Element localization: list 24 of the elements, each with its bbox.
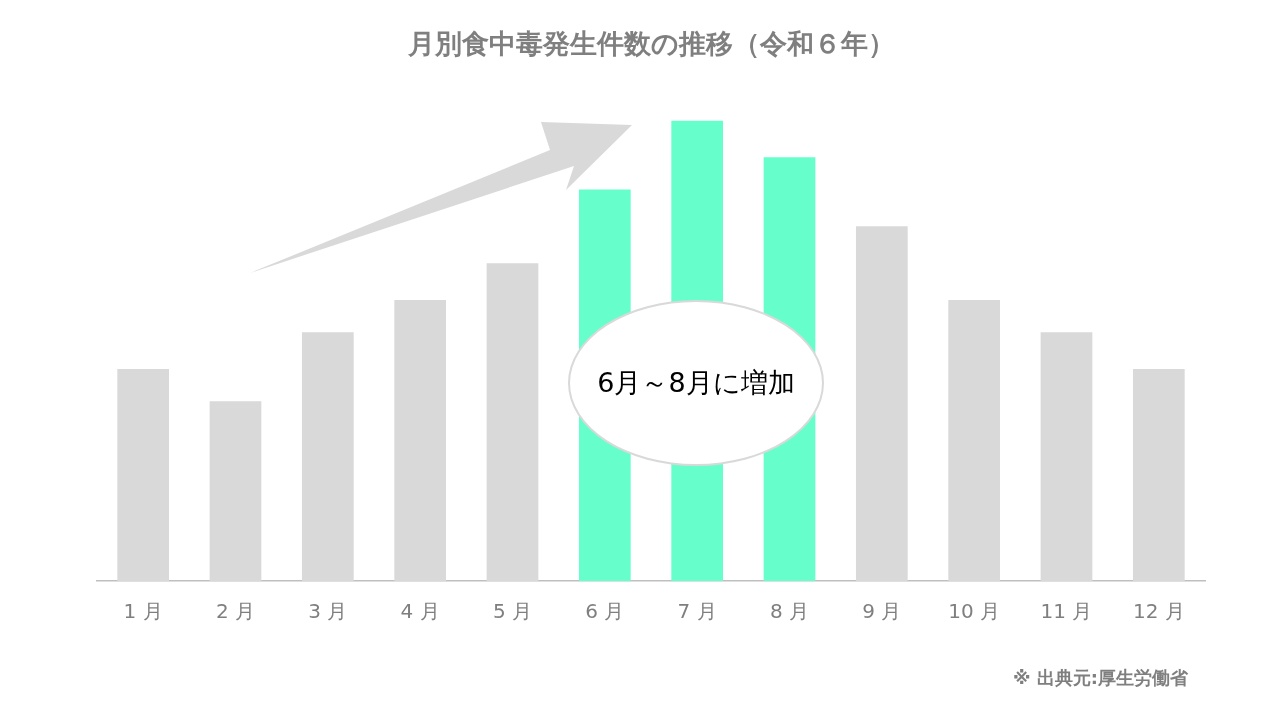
x-tick-label: 10 月 [948,599,1001,624]
bar [855,226,908,581]
chart-title: 月別食中毒発生件数の推移（令和６年） [406,28,895,60]
bar [394,300,447,581]
text: ※ 出典元:厚生労働省 [1013,666,1188,690]
bar [1040,332,1093,581]
bar [117,369,170,581]
x-tick-label: 7 月 [677,599,717,624]
x-tick-label: 9 月 [862,599,902,624]
x-tick-label: 3 月 [308,599,348,624]
x-tick-label: 1 月 [123,599,163,624]
bar [301,332,354,581]
x-tick-label: 6 月 [585,599,625,624]
x-tick-label: 5 月 [492,599,533,624]
x-tick-label: 12 月 [1132,599,1185,624]
x-tick-label: 4 月 [400,599,440,624]
bar [1132,369,1185,581]
bar [486,263,539,581]
x-tick-label: 8 月 [769,599,810,624]
x-tick-label: 11 月 [1040,599,1093,624]
annotation: 6月～8月に増加 [596,366,796,400]
bar [948,300,1001,581]
x-tick-label: 2 月 [215,599,256,624]
bar [209,401,262,581]
